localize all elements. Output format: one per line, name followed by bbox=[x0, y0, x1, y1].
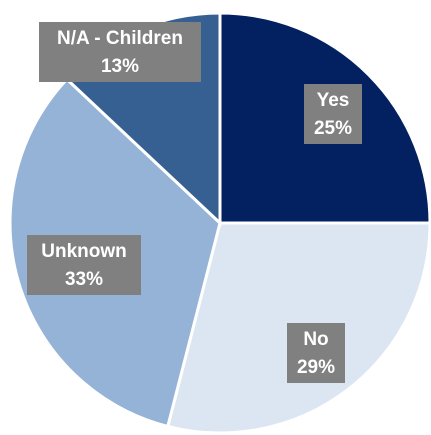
slice-category-label: No bbox=[303, 329, 328, 350]
slice-category-label: N/A - Children bbox=[57, 28, 183, 49]
slice-category-label: Unknown bbox=[41, 241, 127, 262]
label-box bbox=[287, 323, 345, 383]
data-label-n-a-children: N/A - Children 13% bbox=[39, 22, 201, 82]
slice-percent-label: 13% bbox=[101, 56, 139, 77]
label-box bbox=[27, 235, 141, 295]
slice-category-label: Yes bbox=[317, 90, 350, 111]
data-label-no: No 29% bbox=[287, 323, 345, 383]
slice-percent-label: 29% bbox=[297, 357, 335, 378]
slice-percent-label: 33% bbox=[65, 269, 103, 290]
slice-percent-label: 25% bbox=[314, 118, 352, 139]
pie-labels: Yes 25% No 29% Unknown 33% N/A - Children 13% bbox=[27, 22, 362, 383]
label-box bbox=[304, 84, 362, 144]
data-label-unknown: Unknown 33% bbox=[27, 235, 141, 295]
data-label-yes: Yes 25% bbox=[304, 84, 362, 144]
label-box bbox=[39, 22, 201, 82]
